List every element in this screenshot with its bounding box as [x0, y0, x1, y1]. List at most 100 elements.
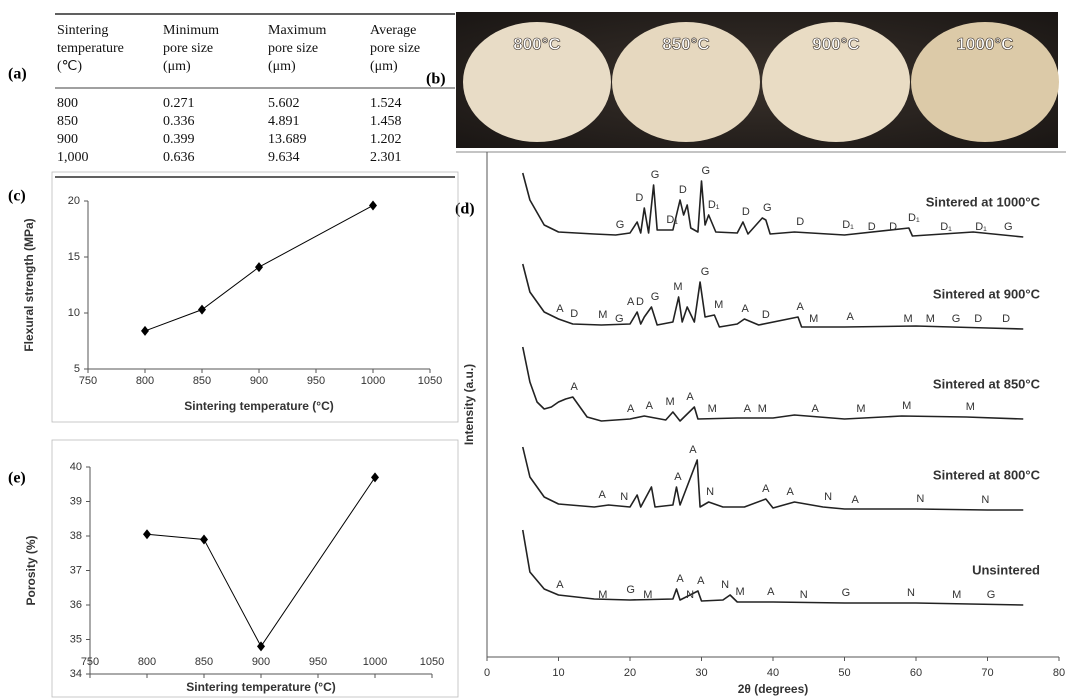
peak-label: N: [800, 589, 808, 601]
photo-label: 850°C: [662, 34, 709, 53]
x-tick-label: 70: [981, 667, 993, 679]
peak-label: D: [868, 221, 876, 233]
peak-label: D: [570, 308, 578, 320]
table-cell: 800: [57, 96, 78, 111]
series-label: Sintered at 1000°C: [926, 194, 1041, 209]
data-point: [198, 304, 206, 315]
x-tick-label: 30: [695, 667, 707, 679]
xrd-pattern: [521, 446, 1024, 511]
peak-label: D₁: [842, 219, 854, 231]
xrd-pattern: [521, 263, 1024, 330]
peak-label: A: [598, 489, 606, 501]
peak-label: D: [974, 313, 982, 325]
x-tick-label: 40: [767, 667, 779, 679]
peak-label: A: [686, 391, 694, 403]
x-tick-label: 50: [838, 667, 850, 679]
panel-label: (e): [8, 470, 26, 487]
peak-label: D₁: [940, 221, 952, 233]
peak-label: M: [904, 313, 913, 325]
x-tick-label: 10: [552, 667, 564, 679]
x-tick-label: 1000: [363, 656, 387, 668]
peak-label: A: [786, 486, 794, 498]
table-cell: 4.891: [268, 114, 300, 129]
table-header: (μm): [370, 59, 398, 74]
peak-label: M: [902, 400, 911, 412]
x-axis-title: Sintering temperature (°C): [186, 680, 335, 694]
table-header: (℃): [57, 59, 82, 74]
peak-label: G: [1004, 221, 1013, 233]
sample-disc: [612, 22, 760, 142]
peak-label: A: [852, 494, 860, 506]
table-cell: 1.524: [370, 96, 402, 111]
table-header: (μm): [163, 59, 191, 74]
table-header: Sintering: [57, 23, 108, 38]
x-tick-label: 1000: [361, 375, 385, 387]
peak-label: A: [744, 403, 752, 415]
peak-label: M: [665, 396, 674, 408]
panel-label: (d): [455, 201, 475, 218]
peak-label: M: [809, 313, 818, 325]
x-tick-label: 900: [252, 656, 270, 668]
peak-label: N: [824, 491, 832, 503]
peak-label: D: [762, 309, 770, 321]
x-tick-label: 1050: [420, 656, 444, 668]
sample-photo: 800°C 850°C 900°C 1000°C: [456, 12, 1059, 148]
panel-label: (a): [8, 66, 27, 83]
data-point: [255, 262, 263, 273]
peak-label: G: [842, 587, 851, 599]
table-cell: 900: [57, 132, 78, 147]
peak-label: A: [741, 303, 749, 315]
photo-label: 900°C: [812, 34, 859, 53]
table-cell: 1.202: [370, 132, 402, 147]
x-tick-label: 0: [484, 667, 490, 679]
data-point: [141, 325, 149, 336]
table-cell: 0.271: [163, 96, 195, 111]
x-tick-label: 800: [138, 656, 156, 668]
peak-label: A: [812, 403, 820, 415]
peak-label: N: [706, 486, 714, 498]
y-tick-label: 35: [70, 633, 82, 645]
series-label: Sintered at 900°C: [933, 286, 1041, 301]
peak-label: M: [736, 586, 745, 598]
peak-label: M: [643, 589, 652, 601]
x-tick-label: 750: [79, 375, 97, 387]
table-cell: 2.301: [370, 150, 402, 165]
peak-label: A: [689, 444, 697, 456]
sample-disc: [762, 22, 910, 142]
data-point: [369, 200, 377, 211]
data-point: [143, 529, 151, 540]
peak-label: G: [615, 313, 624, 325]
x-tick-label: 850: [195, 656, 213, 668]
panel-label: (b): [426, 71, 446, 88]
y-axis-title: Flexural strength (MPa): [22, 218, 36, 351]
peak-label: D₁: [666, 214, 678, 226]
sample-disc: [463, 22, 611, 142]
y-axis-title: Porosity (%): [24, 535, 38, 605]
peak-label: A: [627, 296, 635, 308]
y-tick-label: 15: [68, 251, 80, 263]
y-tick-label: 36: [70, 599, 82, 611]
photo-label: 800°C: [513, 34, 560, 53]
chart-frame: [51, 439, 459, 698]
peak-label: N: [981, 494, 989, 506]
x-tick-label: 1050: [418, 375, 442, 387]
y-tick-label: 5: [74, 363, 80, 375]
x-tick-label: 850: [193, 375, 211, 387]
peak-label: D₁: [908, 212, 920, 224]
peak-label: G: [702, 165, 711, 177]
table-cell: 0.336: [163, 114, 195, 129]
peak-label: D: [742, 206, 750, 218]
peak-label: N: [721, 579, 729, 591]
peak-label: A: [627, 403, 635, 415]
peak-label: G: [651, 291, 660, 303]
peak-label: M: [708, 403, 717, 415]
peak-label: M: [598, 589, 607, 601]
peak-label: D: [679, 184, 687, 196]
peak-label: M: [952, 589, 961, 601]
peak-label: D: [796, 216, 804, 228]
xrd-pattern: [521, 529, 1024, 606]
peak-label: G: [651, 169, 660, 181]
data-point: [257, 641, 265, 652]
xrd-pattern: [521, 172, 1024, 238]
peak-label: N: [907, 587, 915, 599]
